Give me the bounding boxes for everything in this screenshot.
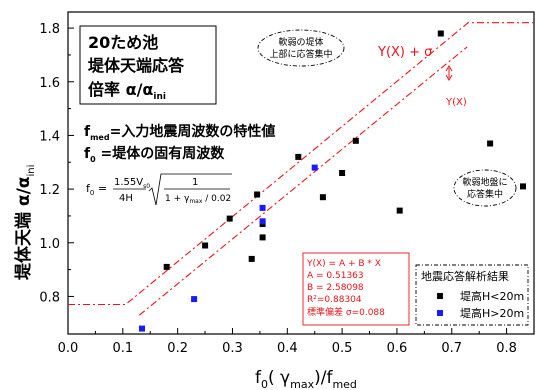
data-point-h-lt-20m <box>248 255 255 262</box>
x-tick-label: 0.2 <box>167 341 188 356</box>
legend-label-black: 堤高H<20m <box>460 289 524 303</box>
data-point-h-lt-20m <box>339 170 346 176</box>
definitions: fmed=入力地震周波数の特性値 f0 =堤体の固有周波数 <box>84 123 275 164</box>
legend-marker-black <box>437 293 443 299</box>
chart-title-line-3: 倍率 α/αini <box>88 80 166 102</box>
plot-area <box>67 11 535 335</box>
legend-label-blue: 堤高H>20m <box>460 306 524 320</box>
data-point-h-lt-20m <box>254 191 261 198</box>
formula-root-sign <box>148 173 232 206</box>
chart-title-box: 20ため池 堤体天端応答 倍率 α/αini <box>79 25 217 105</box>
x-tick-label: 0.7 <box>441 341 462 356</box>
chart-title-line-1: 20ため池 <box>88 33 158 52</box>
formula-lhs: f0 = <box>86 182 107 197</box>
fit-std-dev: 標準偏差 σ=0.088 <box>307 306 385 318</box>
data-point-h-gt-20m <box>311 164 318 171</box>
fit-stats-box: Y(X) = A + B * X A = 0.51363 B = 2.58098… <box>302 252 410 326</box>
bubble-soft-ground-line-2: 応答集中 <box>467 188 503 200</box>
bubble-soft-ground: 軟弱地盤に 応答集中 <box>453 169 517 207</box>
fit-equation: Y(X) = A + B * X <box>306 259 381 269</box>
y-axis: 0.8 1.0 1.2 1.4 1.6 1.8 <box>39 22 74 305</box>
formula-numerator: 1.55Vs0 <box>114 177 150 190</box>
y-tick-label: 0.8 <box>39 290 60 305</box>
data-point-h-lt-20m <box>226 215 233 222</box>
fit-param-b: B = 2.58098 <box>307 283 364 293</box>
definition-fmed: fmed=入力地震周波数の特性値 <box>84 123 275 142</box>
bubble-upper: 軟弱の堤体 上部に応答集中 <box>257 29 345 67</box>
y-tick-label: 1.0 <box>39 237 60 252</box>
sigma-arrow <box>445 65 453 81</box>
x-tick-label: 0.1 <box>112 341 133 356</box>
legend-marker-blue <box>437 310 443 316</box>
x-tick-label: 0.4 <box>277 341 298 356</box>
data-point-h-lt-20m <box>520 183 526 190</box>
y-axis-title: 堤体天端 α/αini <box>13 165 37 280</box>
fit-lines <box>68 22 534 316</box>
y-tick-label: 1.2 <box>39 183 60 198</box>
data-point-h-lt-20m <box>352 137 359 144</box>
data-point-h-gt-20m <box>191 296 198 303</box>
x-tick-label: 0.5 <box>332 341 353 356</box>
data-point-h-lt-20m <box>163 263 170 270</box>
x-tick-label: 0.0 <box>58 341 79 356</box>
bubble-upper-line-1: 軟弱の堤体 <box>278 36 323 48</box>
x-tick-label: 0.8 <box>496 341 517 356</box>
data-point-h-lt-20m <box>396 207 403 214</box>
data-point-h-gt-20m <box>259 204 266 211</box>
legend-title: 地震応答解析結果 <box>421 269 509 283</box>
x-axis-title: f0( γmax)/fmed <box>255 368 357 390</box>
data-point-h-lt-20m <box>319 194 326 201</box>
fit-label-upper: Y(X) + σ <box>377 45 432 60</box>
x-tick-label: 0.3 <box>222 341 243 356</box>
y-tick-label: 1.4 <box>39 129 60 144</box>
definition-f0: f0 =堤体の固有周波数 <box>84 145 225 164</box>
formula-denominator: 4H <box>119 193 133 204</box>
formula-root-denominator: 1 + γmax / 0.02 <box>165 194 231 205</box>
fit-label-lower: Y(X) <box>445 97 467 108</box>
fit-param-a: A = 0.51363 <box>307 271 364 281</box>
data-point-h-gt-20m <box>139 325 145 332</box>
data-point-h-lt-20m <box>295 153 302 160</box>
data-point-h-lt-20m <box>202 242 209 249</box>
bubble-soft-ground-line-1: 軟弱地盤に <box>462 176 507 188</box>
data-point-h-gt-20m <box>259 218 266 225</box>
formula-root-numerator: 1 <box>192 177 198 188</box>
bubble-upper-line-2: 上部に応答集中 <box>269 48 332 60</box>
x-tick-label: 0.6 <box>387 341 408 356</box>
regression-line <box>138 46 468 316</box>
data-point-h-lt-20m <box>259 234 266 241</box>
x-axis: 0.0 0.1 0.2 0.3 0.4 0.5 0.6 0.7 0.8 <box>58 328 517 356</box>
data-point-h-lt-20m <box>487 140 494 147</box>
fit-r-squared: R²=0.88304 <box>307 295 362 305</box>
natural-frequency-formula: f0 = 1.55Vs0 4H 1 1 + γmax / 0.02 <box>86 173 232 206</box>
data-point-h-lt-20m <box>437 30 444 37</box>
legend: 地震応答解析結果 堤高H<20m 堤高H>20m <box>415 264 529 326</box>
chart-title-line-2: 堤体天端応答 <box>88 56 185 75</box>
y-tick-label: 1.6 <box>39 76 60 91</box>
y-tick-label: 1.8 <box>39 22 60 37</box>
